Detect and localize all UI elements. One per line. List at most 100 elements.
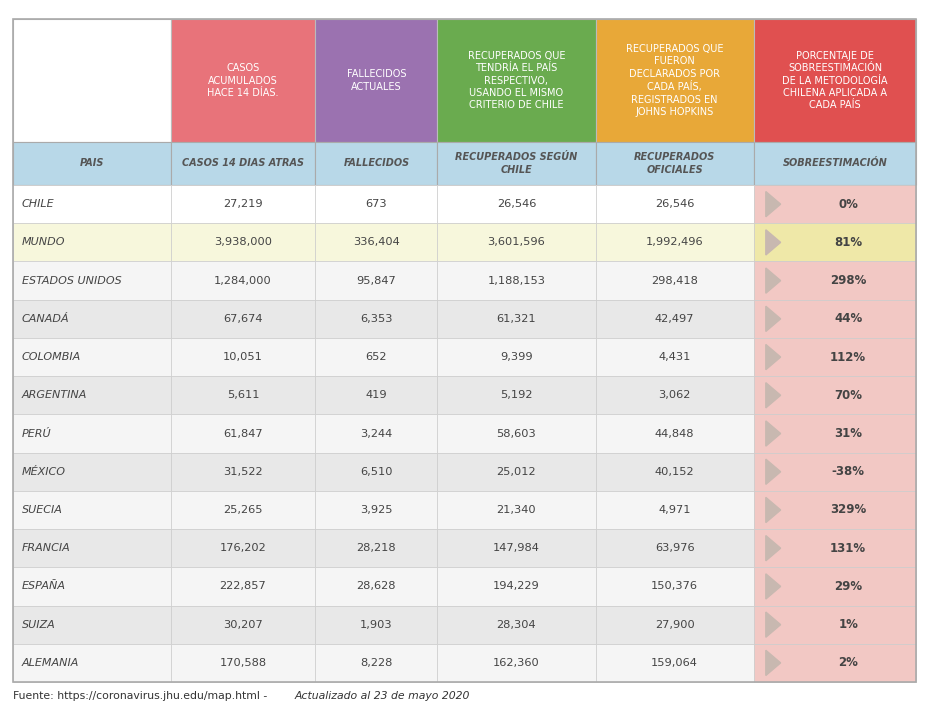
Bar	[171, 568, 315, 606]
Text: 6,510: 6,510	[360, 467, 393, 476]
Text: MÉXICO: MÉXICO	[21, 467, 66, 476]
Text: 58,603: 58,603	[496, 429, 535, 439]
Bar	[595, 376, 753, 414]
Bar	[753, 223, 916, 262]
Bar	[437, 185, 595, 223]
Bar	[753, 643, 916, 682]
Polygon shape	[765, 230, 780, 255]
Bar	[12, 223, 171, 262]
Text: RECUPERADOS
OFICIALES: RECUPERADOS OFICIALES	[634, 153, 715, 175]
Bar	[12, 142, 171, 185]
Bar	[315, 300, 437, 338]
Text: 3,938,000: 3,938,000	[213, 237, 272, 247]
Text: ARGENTINA: ARGENTINA	[21, 390, 87, 401]
Bar	[753, 338, 916, 376]
Bar	[171, 20, 315, 142]
Bar	[171, 529, 315, 568]
Bar	[437, 453, 595, 491]
Bar	[753, 185, 916, 223]
Text: 298,418: 298,418	[651, 275, 697, 286]
Bar	[12, 414, 171, 453]
Text: SUECIA: SUECIA	[21, 505, 62, 515]
Bar	[12, 606, 171, 643]
Text: COLOMBIA: COLOMBIA	[21, 352, 81, 362]
Text: 21,340: 21,340	[496, 505, 535, 515]
Bar	[595, 262, 753, 300]
Bar	[171, 300, 315, 338]
Text: 170,588: 170,588	[219, 658, 266, 668]
Text: 1,992,496: 1,992,496	[645, 237, 702, 247]
Text: 28,304: 28,304	[496, 620, 535, 630]
Bar	[171, 142, 315, 185]
Text: CASOS 14 DIAS ATRAS: CASOS 14 DIAS ATRAS	[182, 158, 303, 168]
Text: 1,903: 1,903	[360, 620, 393, 630]
Polygon shape	[765, 382, 780, 408]
Text: 150,376: 150,376	[651, 581, 698, 591]
Bar	[315, 414, 437, 453]
Bar	[437, 568, 595, 606]
Bar	[753, 414, 916, 453]
Bar	[595, 568, 753, 606]
Text: 30,207: 30,207	[223, 620, 263, 630]
Text: 3,244: 3,244	[360, 429, 392, 439]
Bar	[12, 568, 171, 606]
Bar	[595, 338, 753, 376]
Bar	[437, 529, 595, 568]
Bar	[595, 185, 753, 223]
Bar	[595, 414, 753, 453]
Text: CANADÁ: CANADÁ	[21, 314, 70, 324]
Bar	[753, 262, 916, 300]
Bar	[437, 300, 595, 338]
Polygon shape	[765, 650, 780, 675]
Bar	[595, 453, 753, 491]
Text: 70%: 70%	[833, 389, 861, 402]
Polygon shape	[765, 307, 780, 331]
Bar	[437, 20, 595, 142]
Text: 26,546: 26,546	[654, 199, 693, 209]
Text: SUIZA: SUIZA	[21, 620, 56, 630]
Bar	[171, 223, 315, 262]
Text: 25,012: 25,012	[496, 467, 535, 476]
Bar	[171, 185, 315, 223]
Text: 112%: 112%	[830, 351, 865, 364]
Text: PORCENTAJE DE
SOBREESTIMACIÓN
DE LA METODOLOGÍA
CHILENA APLICADA A
CADA PAÍS: PORCENTAJE DE SOBREESTIMACIÓN DE LA METO…	[781, 51, 887, 111]
Bar	[437, 606, 595, 643]
Text: PERÚ: PERÚ	[21, 429, 51, 439]
Polygon shape	[765, 344, 780, 369]
Text: 176,202: 176,202	[219, 543, 266, 553]
Bar	[753, 20, 916, 142]
Text: SOBREESTIMACIÓN: SOBREESTIMACIÓN	[782, 158, 886, 168]
Text: 1,188,153: 1,188,153	[487, 275, 545, 286]
Bar	[437, 142, 595, 185]
Text: 147,984: 147,984	[493, 543, 539, 553]
Text: 652: 652	[366, 352, 387, 362]
Text: 298%: 298%	[829, 274, 866, 287]
Text: 28,218: 28,218	[356, 543, 395, 553]
Polygon shape	[765, 536, 780, 561]
Text: 673: 673	[365, 199, 387, 209]
Bar	[12, 453, 171, 491]
Bar	[171, 453, 315, 491]
Bar	[437, 643, 595, 682]
Text: 4,431: 4,431	[658, 352, 690, 362]
Text: ESTADOS UNIDOS: ESTADOS UNIDOS	[21, 275, 122, 286]
Text: ESPAÑA: ESPAÑA	[21, 581, 66, 591]
Bar	[171, 376, 315, 414]
Text: 28,628: 28,628	[356, 581, 395, 591]
Text: 25,265: 25,265	[223, 505, 263, 515]
Text: 29%: 29%	[833, 580, 861, 593]
Text: 3,062: 3,062	[658, 390, 690, 401]
Text: Actualizado al 23 de mayo 2020: Actualizado al 23 de mayo 2020	[295, 690, 470, 701]
Bar	[315, 568, 437, 606]
Bar	[12, 338, 171, 376]
Bar	[315, 491, 437, 529]
Bar	[753, 568, 916, 606]
Bar	[171, 338, 315, 376]
Polygon shape	[765, 192, 780, 217]
Text: 6,353: 6,353	[360, 314, 393, 324]
Text: 10,051: 10,051	[223, 352, 263, 362]
Bar	[315, 338, 437, 376]
Text: 44,848: 44,848	[654, 429, 694, 439]
Text: 194,229: 194,229	[493, 581, 539, 591]
Bar	[171, 414, 315, 453]
